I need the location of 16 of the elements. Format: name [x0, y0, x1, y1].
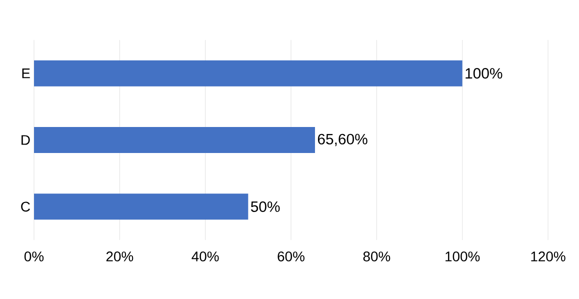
y-tick-label: C: [21, 202, 30, 212]
bar: [34, 60, 462, 86]
x-tick-label: 100%: [446, 252, 480, 262]
y-tick-label: D: [22, 135, 30, 145]
x-tick-label: 0%: [24, 252, 44, 262]
data-label: 50%: [250, 201, 280, 212]
data-label: 65,60%: [318, 134, 368, 146]
data-label: 100%: [466, 68, 502, 79]
bar: [34, 127, 315, 153]
x-tick-label: 60%: [278, 252, 304, 262]
y-tick-label: E: [22, 68, 30, 78]
x-tick-label: 20%: [106, 252, 134, 262]
x-tick-label: 120%: [531, 252, 566, 262]
bar: [34, 194, 248, 220]
x-tick-label: 80%: [363, 252, 390, 262]
x-tick-label: 40%: [192, 252, 219, 262]
